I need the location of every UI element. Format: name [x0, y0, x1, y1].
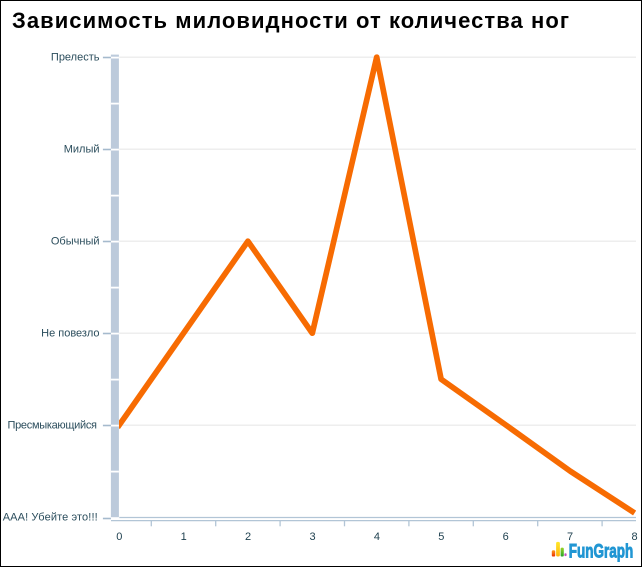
svg-text:4: 4 — [374, 531, 380, 543]
svg-text:2: 2 — [245, 531, 251, 543]
svg-text:Обычный: Обычный — [51, 236, 100, 248]
svg-text:Пресмыкающийся: Пресмыкающийся — [8, 420, 98, 432]
svg-text:0: 0 — [116, 531, 122, 543]
svg-text:Прелесть: Прелесть — [51, 52, 100, 64]
svg-text:6: 6 — [503, 531, 509, 543]
svg-text:1: 1 — [181, 531, 187, 543]
svg-text:Не повезло: Не повезло — [41, 328, 99, 340]
svg-text:7: 7 — [567, 531, 573, 543]
svg-text:FunGraph: FunGraph — [569, 541, 634, 562]
svg-text:ААА! Убейте это!!!: ААА! Убейте это!!! — [3, 512, 98, 524]
svg-text:5: 5 — [438, 531, 444, 543]
svg-text:Милый: Милый — [64, 144, 100, 156]
svg-text:8: 8 — [631, 531, 637, 543]
svg-text:Зависимость миловидности от ко: Зависимость миловидности от количества н… — [12, 8, 569, 33]
svg-text:3: 3 — [309, 531, 315, 543]
